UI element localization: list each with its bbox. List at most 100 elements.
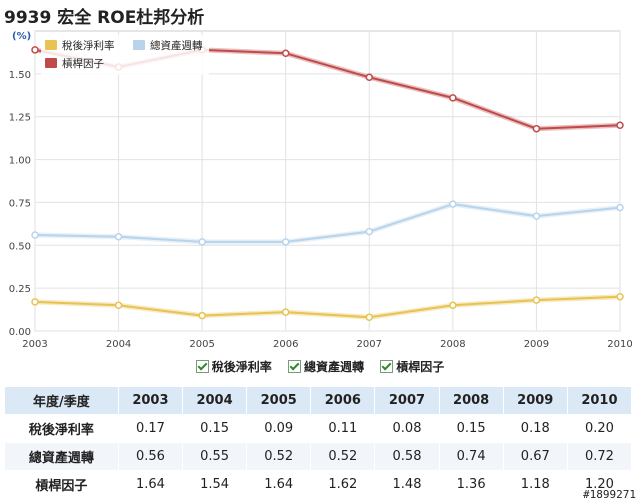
table-cell: 0.20 xyxy=(566,414,633,443)
legend-swatch xyxy=(45,58,57,68)
table-header-row: 年度/季度 2003 2004 2005 2006 2007 2008 2009… xyxy=(4,386,633,415)
data-table: 年度/季度 2003 2004 2005 2006 2007 2008 2009… xyxy=(4,386,633,499)
checkbox-label: 總資產週轉 xyxy=(303,360,364,374)
y-tick-label: 1.00 xyxy=(9,156,31,167)
x-tick-label: 2004 xyxy=(106,339,131,350)
data-point xyxy=(31,46,39,54)
table-header-year: 2007 xyxy=(374,386,440,415)
data-point xyxy=(365,73,374,82)
row-label: 槓桿因子 xyxy=(4,470,119,499)
x-tick-label: 2006 xyxy=(273,339,298,350)
table-cell: 0.17 xyxy=(117,414,184,443)
y-tick-label: 0.50 xyxy=(9,241,31,252)
line-chart: 0.00 0.25 0.50 0.75 1.00 1.25 1.50 2003 2004 2005… xyxy=(9,30,633,350)
x-tick-label: 2005 xyxy=(189,339,214,350)
checkbox-label: 稅後淨利率 xyxy=(211,360,272,374)
table-cell: 1.62 xyxy=(310,470,376,499)
table-row: 槓桿因子 1.64 1.54 1.64 1.62 1.48 1.36 1.18 … xyxy=(4,470,633,499)
page-title: 9939 宏全 ROE杜邦分析 xyxy=(4,8,205,28)
table-cell: 0.55 xyxy=(181,442,248,471)
y-tick-label: 0.25 xyxy=(9,284,31,295)
x-tick-label: 2003 xyxy=(22,339,47,350)
table-header-year: 2004 xyxy=(181,386,248,415)
table-cell: 0.72 xyxy=(566,442,633,471)
checkbox-label: 槓桿因子 xyxy=(396,360,445,374)
legend-swatch xyxy=(45,40,57,50)
table-cell: 1.36 xyxy=(438,470,504,499)
table-cell: 1.20 xyxy=(566,470,633,499)
table-cell: 0.09 xyxy=(246,414,312,443)
x-tick-label: 2010 xyxy=(607,339,632,350)
checkbox-icon[interactable] xyxy=(287,360,301,373)
table-row: 總資產週轉 0.56 0.55 0.52 0.52 0.58 0.74 0.67… xyxy=(4,442,633,471)
checkbox-icon[interactable] xyxy=(195,360,209,373)
table-cell: 0.52 xyxy=(310,442,376,471)
row-label: 總資產週轉 xyxy=(4,442,119,471)
data-point xyxy=(532,296,541,304)
table-cell: 0.52 xyxy=(246,442,312,471)
y-tick-label: 1.25 xyxy=(9,113,31,124)
x-tick-label: 2008 xyxy=(440,339,465,350)
checkbox-icon[interactable] xyxy=(380,360,394,373)
y-tick-label: 1.50 xyxy=(9,70,31,81)
table-cell: 1.64 xyxy=(246,470,312,499)
y-axis-label: (%) xyxy=(12,31,31,42)
data-point xyxy=(616,292,624,301)
data-point xyxy=(532,124,541,133)
table-cell: 1.18 xyxy=(502,470,568,499)
x-tick-label: 2009 xyxy=(524,339,549,350)
series-line-1 xyxy=(34,203,621,243)
table-header-year: 2005 xyxy=(246,386,312,415)
table-cell: 0.15 xyxy=(181,414,248,443)
table-cell: 1.54 xyxy=(181,470,248,499)
checkbox-net-margin[interactable]: 稅後淨利率 xyxy=(195,358,272,375)
table-header-year: 2008 xyxy=(438,386,504,415)
checkbox-legend: 稅後淨利率 總資產週轉 槓桿因子 xyxy=(0,358,640,375)
y-tick-label: 0.75 xyxy=(9,198,31,209)
table-cell: 0.67 xyxy=(502,442,568,471)
table-header-year: 2009 xyxy=(502,386,568,415)
data-point xyxy=(616,203,624,212)
table-cell: 0.11 xyxy=(310,414,376,443)
plot-area xyxy=(34,30,621,332)
legend-swatch xyxy=(133,40,145,50)
table-header-year: 2010 xyxy=(566,386,633,415)
data-point xyxy=(449,301,457,310)
x-tick-label: 2007 xyxy=(357,339,382,350)
data-point xyxy=(198,238,206,246)
data-point xyxy=(31,231,39,239)
data-point xyxy=(616,121,624,130)
data-point xyxy=(532,212,541,220)
series-line-0 xyxy=(34,295,621,319)
table-header-year: 2006 xyxy=(310,386,376,415)
table-header-label: 年度/季度 xyxy=(4,386,119,415)
legend-label: 槓桿因子 xyxy=(62,57,104,70)
data-point xyxy=(281,308,290,316)
legend-label: 總資產週轉 xyxy=(150,39,203,52)
table-cell: 0.08 xyxy=(374,414,440,443)
data-point xyxy=(449,94,457,102)
data-point xyxy=(198,311,206,320)
data-point xyxy=(114,301,123,310)
table-row: 稅後淨利率 0.17 0.15 0.09 0.11 0.08 0.15 0.18… xyxy=(4,414,633,443)
watermark: #1899271 xyxy=(583,488,636,501)
row-label: 稅後淨利率 xyxy=(4,414,119,443)
table-cell: 0.58 xyxy=(374,442,440,471)
table-cell: 0.74 xyxy=(438,442,504,471)
table-cell: 1.48 xyxy=(374,470,440,499)
legend-label: 稅後淨利率 xyxy=(62,39,115,52)
data-point xyxy=(31,298,39,306)
table-cell: 0.56 xyxy=(117,442,184,471)
data-point xyxy=(449,200,457,208)
data-point xyxy=(281,49,290,58)
data-point xyxy=(281,238,290,246)
checkbox-leverage[interactable]: 槓桿因子 xyxy=(380,358,444,375)
table-cell: 1.64 xyxy=(117,470,184,499)
data-point xyxy=(114,232,123,241)
table-cell: 0.15 xyxy=(438,414,504,443)
table-cell: 0.18 xyxy=(502,414,568,443)
y-tick-label: 0.00 xyxy=(9,327,31,338)
legend-box xyxy=(41,35,209,75)
checkbox-asset-turnover[interactable]: 總資產週轉 xyxy=(287,358,364,375)
data-point xyxy=(365,227,374,236)
